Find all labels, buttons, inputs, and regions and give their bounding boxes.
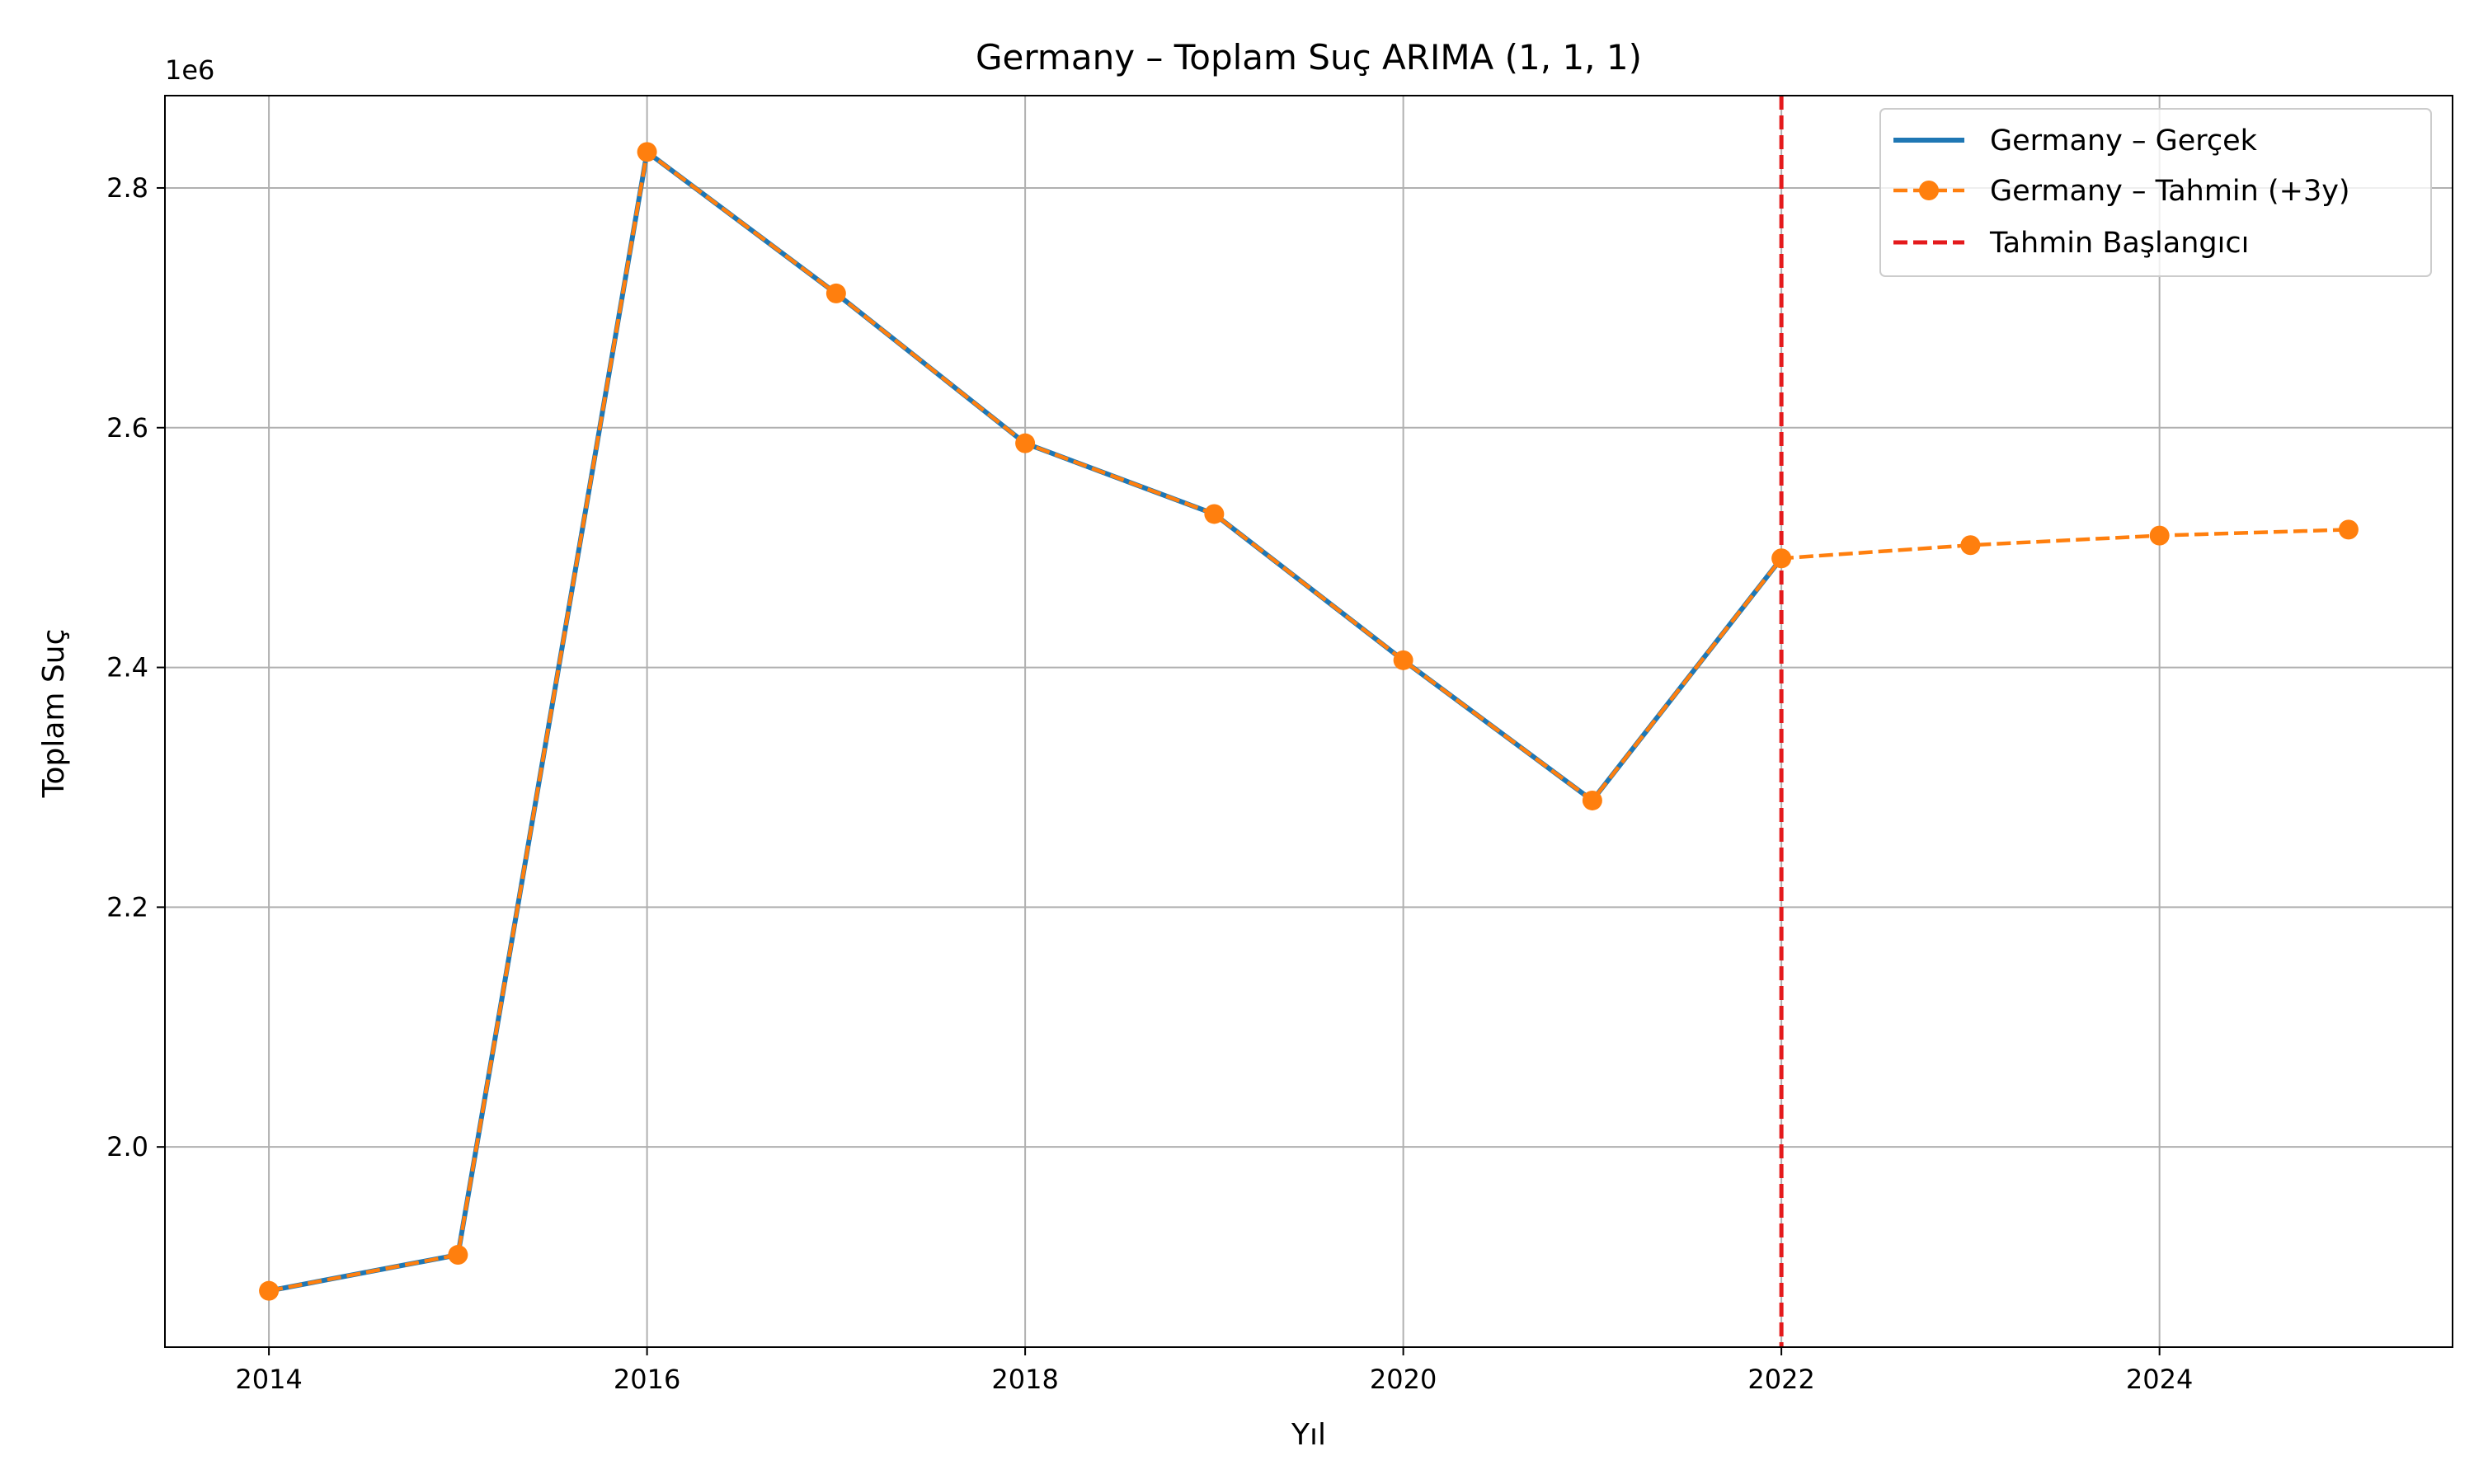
y-axis-label: Toplam Suç — [37, 629, 71, 799]
forecast-point — [637, 142, 657, 162]
y-tick-label: 2.8 — [106, 172, 148, 204]
chart-title: Germany – Toplam Suç ARIMA (1, 1, 1) — [976, 37, 1642, 77]
y-tick-label: 2.2 — [106, 891, 148, 923]
legend-marker-forecast — [1919, 181, 1939, 200]
x-tick-label: 2022 — [1747, 1364, 1814, 1395]
legend-label-forecast-start: Tahmin Başlangıcı — [1989, 227, 2249, 260]
x-axis-label: Yıl — [1291, 1418, 1326, 1452]
forecast-point — [825, 283, 846, 303]
forecast-point — [1582, 790, 1602, 810]
forecast-point — [448, 1245, 468, 1266]
x-tick-label: 2014 — [235, 1364, 302, 1395]
legend-label-actual: Germany – Gerçek — [1990, 124, 2258, 157]
forecast-point — [2338, 519, 2359, 540]
forecast-point — [259, 1280, 280, 1301]
forecast-point — [1015, 433, 1036, 453]
y-axis-multiplier: 1e6 — [165, 54, 214, 86]
forecast-point — [1204, 504, 1225, 524]
x-tick-label: 2018 — [991, 1364, 1058, 1395]
legend-label-forecast: Germany – Tahmin (+3y) — [1990, 175, 2350, 208]
y-tick-label: 2.6 — [106, 412, 148, 444]
x-tick-label: 2016 — [614, 1364, 680, 1395]
series-forecast-line — [268, 150, 2349, 1293]
x-tick-label: 2024 — [2126, 1364, 2193, 1395]
axis-ticks: 2014 2016 2018 2020 2022 2024 2.0 2.2 2.4 2.6 2.8 — [106, 172, 2193, 1395]
forecast-point — [1771, 548, 1792, 569]
forecast-point — [1393, 650, 1413, 670]
forecast-point — [1960, 535, 1981, 556]
x-tick-label: 2020 — [1370, 1364, 1437, 1395]
legend: Germany – Gerçek Germany – Tahmin (+3y) … — [1879, 108, 2432, 277]
legend-box — [1879, 108, 2432, 277]
y-tick-label: 2.0 — [106, 1131, 148, 1162]
series-layer — [259, 96, 2359, 1347]
forecast-point — [2149, 525, 2170, 546]
y-tick-label: 2.4 — [106, 652, 148, 683]
plot-frame — [164, 95, 2453, 1348]
